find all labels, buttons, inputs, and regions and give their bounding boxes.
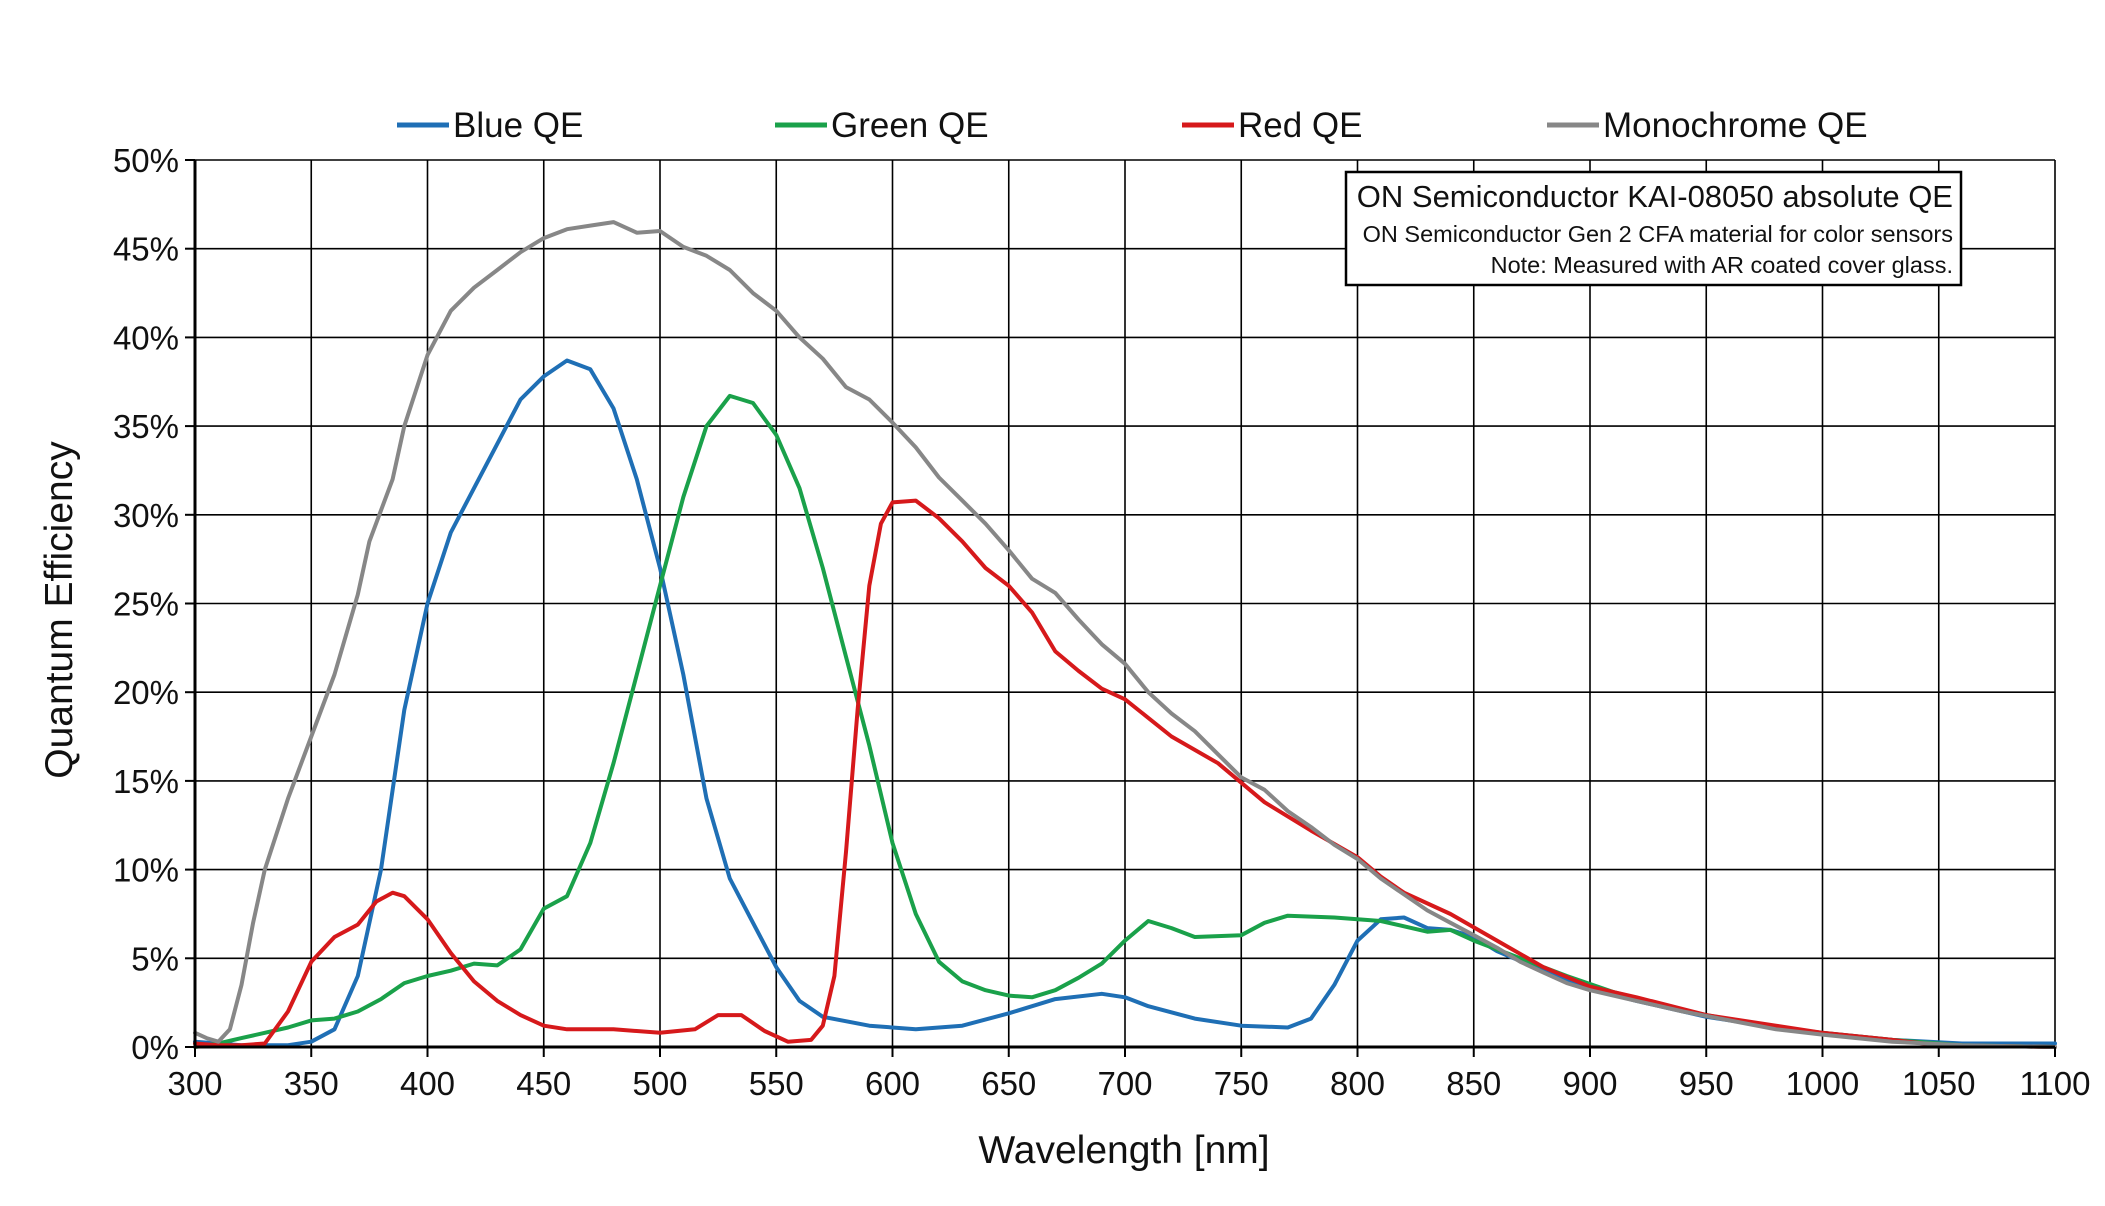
- x-axis-label: Wavelength [nm]: [978, 1129, 1269, 1172]
- series-lines: [193, 220, 2057, 1049]
- x-tick-label-1: 350: [284, 1065, 339, 1102]
- x-tick-label-2: 400: [400, 1065, 455, 1102]
- tick-labels: 300 350 400 450 500 550 600 650 700 750 800 850 900 9…: [113, 142, 2091, 1102]
- x-tick-label-10: 800: [1330, 1065, 1385, 1102]
- legend-label-red-qe: Red QE: [1238, 106, 1363, 145]
- x-tick-label-9: 750: [1214, 1065, 1269, 1102]
- y-tick-label-10: 50%: [113, 142, 179, 179]
- x-tick-label-3: 450: [516, 1065, 571, 1102]
- legend-label-blue-qe: Blue QE: [453, 106, 583, 145]
- annotation-line-1: ON Semiconductor Gen 2 CFA material for …: [1363, 221, 1953, 247]
- x-tick-label-14: 1000: [1786, 1065, 1859, 1102]
- grid-lines: [194, 159, 2056, 1048]
- x-tick-label-7: 650: [981, 1065, 1036, 1102]
- legend-label-green-qe: Green QE: [831, 106, 989, 145]
- y-tick-label-0: 0%: [131, 1029, 179, 1066]
- series-line-monochrome-qe: [193, 220, 2057, 1049]
- series-line-green-qe: [193, 393, 2057, 1049]
- axes: [185, 159, 2056, 1057]
- y-axis-label: Quantum Efficiency: [38, 441, 81, 779]
- x-tick-label-16: 1100: [2020, 1065, 2091, 1102]
- y-tick-label-6: 30%: [113, 497, 179, 534]
- x-tick-label-8: 700: [1097, 1065, 1152, 1102]
- x-tick-label-15: 1050: [1902, 1065, 1975, 1102]
- y-tick-label-7: 35%: [113, 408, 179, 445]
- annotation-border: [1344, 170, 1963, 287]
- x-tick-label-4: 500: [632, 1065, 687, 1102]
- series-line-red-qe: [193, 498, 2057, 1049]
- annotation-box: ON Semiconductor KAI-08050 absolute QE O…: [1344, 170, 1963, 287]
- y-tick-label-1: 5%: [131, 940, 179, 977]
- annotation-title: ON Semiconductor KAI-08050 absolute QE: [1357, 179, 1953, 214]
- y-tick-label-8: 40%: [113, 319, 179, 356]
- y-tick-label-3: 15%: [113, 763, 179, 800]
- y-tick-label-4: 20%: [113, 674, 179, 711]
- legend: Blue QE Green QE Red QE Monochrome QE: [397, 106, 1868, 145]
- x-tick-label-6: 600: [865, 1065, 920, 1102]
- annotation-line-2: Note: Measured with AR coated cover glas…: [1491, 252, 1953, 278]
- y-tick-label-9: 45%: [113, 231, 179, 268]
- y-tick-label-5: 25%: [113, 586, 179, 623]
- x-tick-label-5: 550: [749, 1065, 804, 1102]
- x-tick-label-0: 300: [167, 1065, 222, 1102]
- legend-label-monochrome-qe: Monochrome QE: [1603, 106, 1868, 145]
- x-tick-label-12: 900: [1562, 1065, 1617, 1102]
- y-tick-label-2: 10%: [113, 852, 179, 889]
- x-tick-label-11: 850: [1446, 1065, 1501, 1102]
- x-tick-label-13: 950: [1679, 1065, 1734, 1102]
